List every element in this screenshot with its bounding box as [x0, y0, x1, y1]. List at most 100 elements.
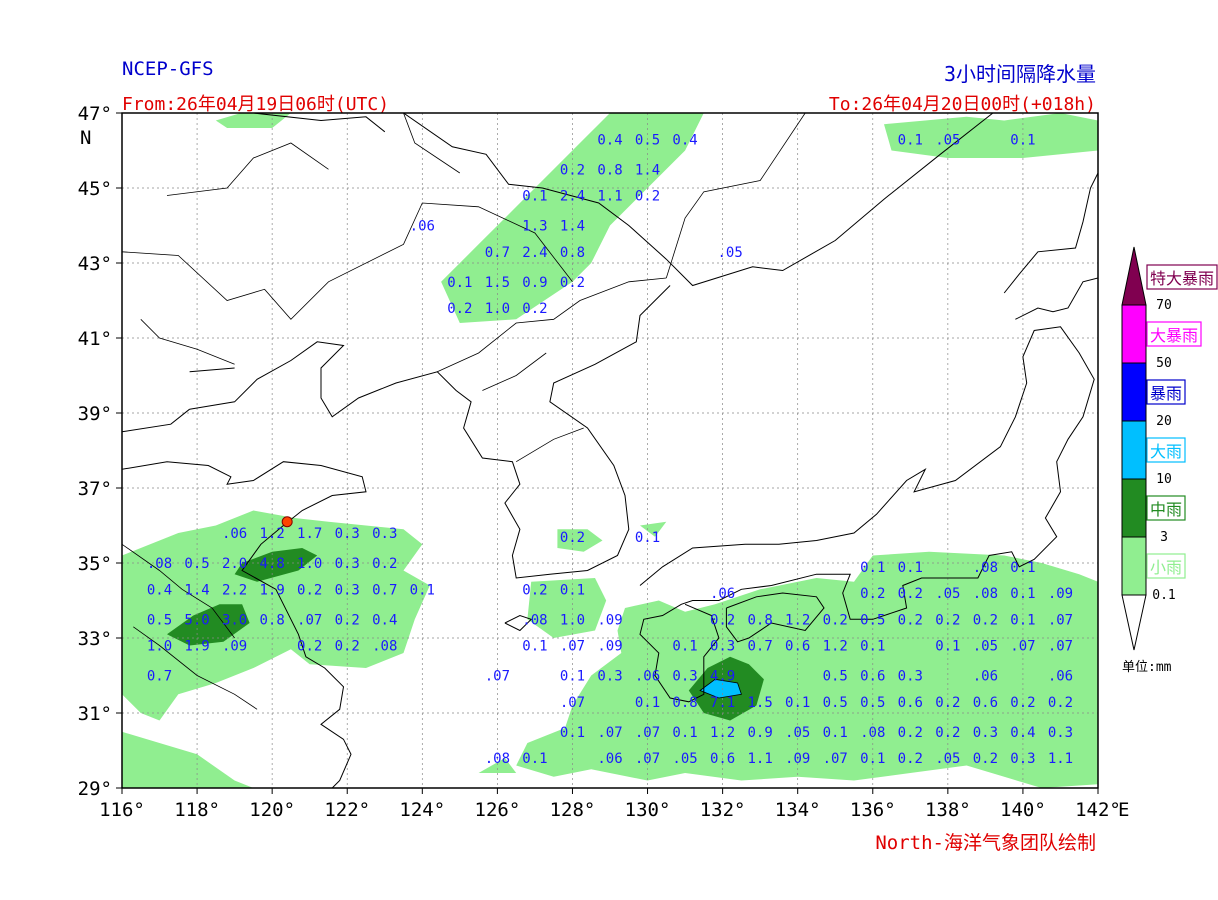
- category-label: 小雨: [1150, 558, 1182, 577]
- precip-value: 0.2: [560, 530, 585, 546]
- moderate-rain-area: [234, 548, 318, 582]
- precip-value: 0.7: [147, 669, 172, 685]
- precip-value: 0.3: [1048, 725, 1073, 741]
- precip-value: 0.2: [372, 556, 397, 572]
- lon-tick-label: 120°: [249, 799, 295, 821]
- precip-value: 0.1: [522, 639, 547, 655]
- light-rain-area: [527, 578, 607, 638]
- category-label-box: [1146, 437, 1186, 463]
- coastline: [725, 592, 825, 643]
- precip-value: .08: [973, 560, 998, 576]
- category-label: 大暴雨: [1150, 326, 1198, 345]
- lat-tick-label: 47°: [78, 103, 112, 125]
- precip-value: 1.2: [823, 639, 848, 655]
- colorbar-threshold: 70: [1156, 298, 1172, 313]
- precip-value: 1.5: [748, 695, 773, 711]
- precip-value: 0.5: [860, 612, 885, 628]
- precip-value: .09: [785, 751, 810, 767]
- east-label: E: [1118, 799, 1129, 821]
- lat-tick-label: 29°: [78, 778, 112, 800]
- lon-tick-label: 116°: [99, 799, 145, 821]
- colorbar-upper-extension: [1121, 246, 1147, 306]
- precip-value: 0.1: [1010, 612, 1035, 628]
- lat-tick-label: 41°: [78, 328, 112, 350]
- boundary-line: [122, 543, 235, 639]
- lat-tick-label: 43°: [78, 253, 112, 275]
- coastline: [639, 326, 1095, 703]
- precip-value: 0.1: [447, 275, 472, 291]
- category-label-box: [1146, 495, 1186, 521]
- light-rain-area: [215, 113, 291, 128]
- precip-value: 0.5: [860, 695, 885, 711]
- boundary-line: [140, 319, 235, 365]
- precip-value: 0.6: [898, 695, 923, 711]
- precip-value: 0.2: [823, 612, 848, 628]
- precip-value: .07: [560, 695, 585, 711]
- precip-value: 1.2: [785, 612, 810, 628]
- precip-value: 0.5: [147, 612, 172, 628]
- light-rain-area: [516, 551, 1098, 788]
- boundary-line: [437, 277, 667, 373]
- precip-value: .05: [935, 132, 960, 148]
- precip-value: 0.2: [522, 301, 547, 317]
- time-to: To:26年04月20日00时(+018h): [828, 94, 1096, 115]
- precip-value: .08: [860, 725, 885, 741]
- precip-value: 1.2: [260, 526, 285, 542]
- precip-value: 0.7: [372, 582, 397, 598]
- coastline: [122, 461, 367, 788]
- precip-value: 0.2: [935, 612, 960, 628]
- lon-tick-label: 124°: [399, 799, 445, 821]
- colorbar-lower-extension: [1121, 594, 1147, 651]
- boundary-line: [166, 142, 329, 196]
- precip-value: 0.2: [560, 162, 585, 178]
- precip-value: 0.8: [560, 245, 585, 261]
- precip-value: 0.1: [1010, 560, 1035, 576]
- precip-value: 0.3: [710, 639, 735, 655]
- precip-value: 7.1: [710, 695, 735, 711]
- precip-value: 0.9: [748, 725, 773, 741]
- coastline: [1015, 277, 1098, 320]
- precip-value: 0.2: [335, 612, 360, 628]
- precip-value: 0.1: [860, 560, 885, 576]
- unit-label: 单位:mm: [1122, 660, 1172, 675]
- precip-value: 1.9: [260, 582, 285, 598]
- precip-value: 0.2: [1048, 695, 1073, 711]
- boundary-line: [482, 352, 547, 391]
- precip-value: 0.1: [560, 669, 585, 685]
- precip-value: 0.3: [335, 526, 360, 542]
- precip-value: 0.2: [522, 582, 547, 598]
- category-label-box: [1146, 264, 1218, 290]
- lon-tick-label: 136°: [850, 799, 896, 821]
- precip-value: 1.9: [184, 639, 209, 655]
- precip-value: 0.2: [898, 751, 923, 767]
- colorbar-segment: [1121, 478, 1147, 538]
- precip-value: 0.1: [410, 582, 435, 598]
- precip-value: 0.1: [1010, 586, 1035, 602]
- precip-value: 0.1: [560, 725, 585, 741]
- precip-value: .06: [597, 751, 622, 767]
- time-from: From:26年04月19日06时(UTC): [122, 94, 390, 115]
- precip-value: .05: [717, 245, 742, 261]
- precip-value: 0.8: [748, 612, 773, 628]
- precip-value: 0.2: [297, 582, 322, 598]
- precip-value: .05: [935, 751, 960, 767]
- colorbar-threshold: 0.1: [1152, 588, 1175, 603]
- precip-value: 0.2: [860, 586, 885, 602]
- precip-value: 0.1: [635, 530, 660, 546]
- precip-value: 2.0: [222, 556, 247, 572]
- precip-value: 0.3: [335, 582, 360, 598]
- precip-value: .09: [597, 639, 622, 655]
- precip-value: 1.7: [297, 526, 322, 542]
- precip-value: 2.4: [560, 189, 585, 205]
- precip-value: 0.3: [898, 669, 923, 685]
- colorbar-segment: [1121, 420, 1147, 480]
- precip-value: 0.1: [860, 751, 885, 767]
- precip-value: 0.6: [785, 639, 810, 655]
- map-title-left: NCEP-GFS: [122, 58, 214, 80]
- precip-value: 0.2: [447, 301, 472, 317]
- precip-value: 0.1: [823, 725, 848, 741]
- lat-tick-label: 39°: [78, 403, 112, 425]
- precip-value: 0.2: [560, 275, 585, 291]
- precip-value: 1.1: [748, 751, 773, 767]
